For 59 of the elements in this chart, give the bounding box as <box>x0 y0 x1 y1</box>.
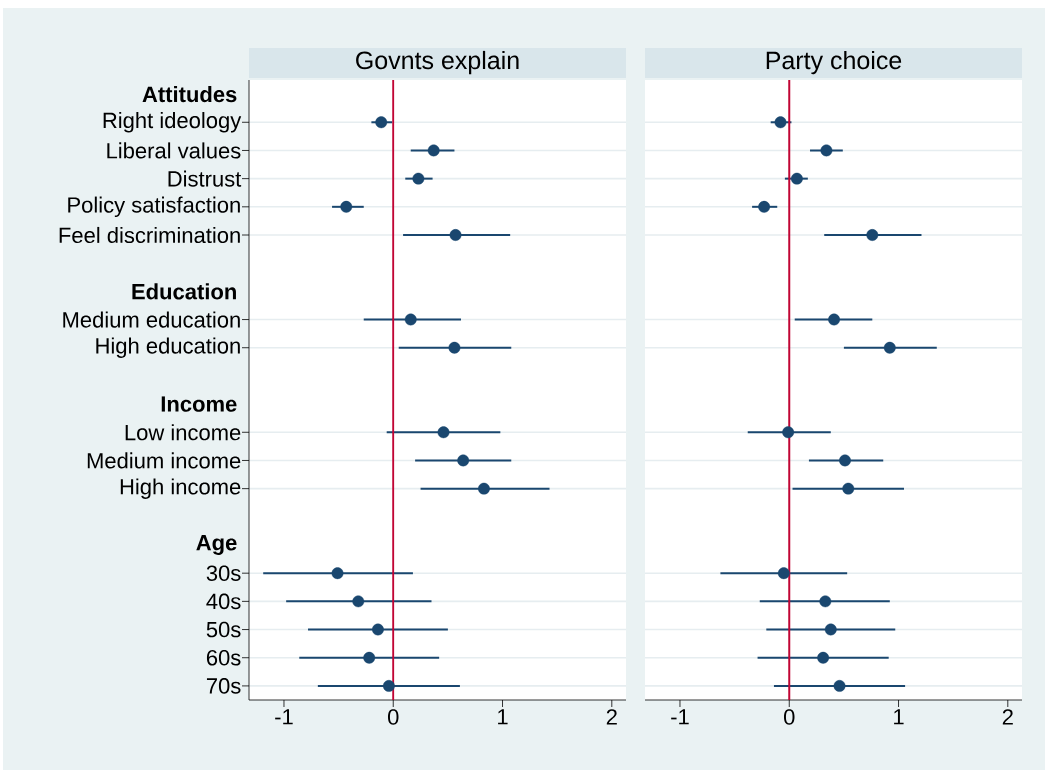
x-tick-label: 1 <box>498 709 508 725</box>
y-tick-label: Low income <box>125 424 241 441</box>
y-tick-label: Income <box>161 396 237 412</box>
point <box>791 172 803 185</box>
y-tick-label: Education <box>132 283 236 300</box>
x-tick-label: 2 <box>606 709 617 725</box>
point <box>819 595 832 608</box>
point <box>777 567 790 580</box>
point <box>457 454 470 467</box>
point <box>817 651 830 664</box>
point <box>824 623 837 636</box>
point <box>782 426 795 439</box>
point <box>774 116 787 129</box>
y-tick-label: Feel discrimination <box>59 226 240 244</box>
point <box>412 172 425 185</box>
x-tick-label: 0 <box>784 709 795 725</box>
point <box>448 341 461 354</box>
y-tick-label: Distrust <box>168 170 242 187</box>
y-tick-label: High education <box>96 337 240 358</box>
point <box>340 200 353 213</box>
x-tick-label: 0 <box>387 709 399 725</box>
y-tick-label: 50s <box>206 621 241 638</box>
point <box>331 567 344 580</box>
point <box>404 313 417 326</box>
point <box>352 595 365 608</box>
y-tick-label: Attitudes <box>142 86 237 103</box>
point <box>375 116 388 129</box>
y-tick-label: Medium income <box>87 452 241 469</box>
y-tick-label: Liberal values <box>107 142 241 159</box>
y-tick-label: High income <box>120 478 241 499</box>
point <box>866 229 879 241</box>
chart-title: Party choice <box>766 50 902 75</box>
point <box>372 623 384 636</box>
y-tick-label: Right ideology <box>103 112 242 133</box>
point <box>758 200 771 213</box>
y-tick-label: Policy satisfaction <box>68 196 240 218</box>
point <box>363 651 376 664</box>
chart-title: Govnts explain <box>356 50 519 75</box>
y-tick-label: Medium education <box>63 311 240 328</box>
x-tick-label: 2 <box>1002 709 1013 725</box>
y-tick-label: 40s <box>206 593 241 610</box>
x-tick-label: -1 <box>275 709 293 725</box>
y-tick-label: 60s <box>206 649 241 666</box>
point <box>833 680 846 692</box>
point <box>449 229 462 241</box>
x-tick-label: -1 <box>671 709 689 725</box>
point <box>427 144 440 157</box>
point <box>883 341 896 354</box>
y-tick-label: 70s <box>206 678 241 694</box>
point <box>382 680 395 692</box>
point <box>828 313 840 326</box>
y-tick-label: 30s <box>206 565 241 581</box>
y-tick-label: Age <box>196 535 237 555</box>
x-tick-label: 1 <box>894 709 904 725</box>
point <box>437 426 450 439</box>
point <box>839 454 851 467</box>
point <box>478 482 490 495</box>
point <box>842 482 855 495</box>
point <box>820 144 833 157</box>
